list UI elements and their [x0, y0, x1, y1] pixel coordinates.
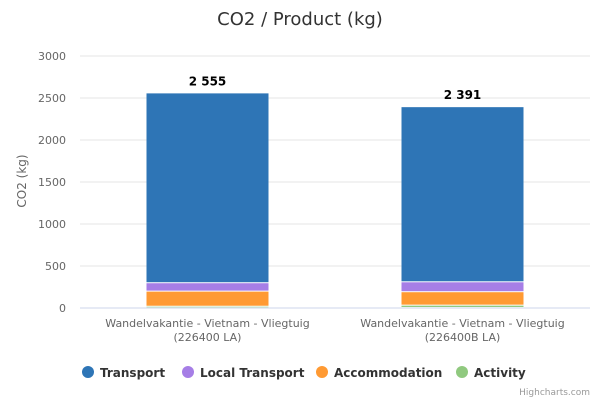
bar-segment-transport — [401, 107, 524, 282]
legend-marker-icon — [316, 366, 328, 378]
x-tick-label: Wandelvakantie - Vietnam - Vliegtuig — [105, 317, 309, 330]
bar-segment-activity — [146, 306, 269, 308]
legend-marker-icon — [82, 366, 94, 378]
y-axis-label: CO2 (kg) — [15, 154, 29, 207]
x-tick-label: (226400 LA) — [174, 331, 242, 344]
bar-segment-local-transport — [401, 282, 524, 292]
x-tick-label: (226400B LA) — [425, 331, 501, 344]
y-tick-label: 2000 — [38, 134, 66, 147]
x-tick-label: Wandelvakantie - Vietnam - Vliegtuig — [360, 317, 564, 330]
legend-item-activity[interactable]: Activity — [456, 366, 526, 380]
y-tick-label: 3000 — [38, 50, 66, 63]
legend-label: Activity — [474, 366, 526, 380]
bar-segment-accommodation — [146, 291, 269, 306]
legend-item-local-transport[interactable]: Local Transport — [182, 366, 305, 380]
legend-label: Local Transport — [200, 366, 305, 380]
chart-title: CO2 / Product (kg) — [217, 9, 383, 30]
y-tick-label: 1500 — [38, 176, 66, 189]
bar-segment-local-transport — [146, 283, 269, 291]
y-tick-label: 0 — [59, 302, 66, 315]
total-label: 2 555 — [189, 74, 227, 88]
y-tick-label: 500 — [45, 260, 66, 273]
legend-marker-icon — [182, 366, 194, 378]
bar-segment-activity — [401, 305, 524, 307]
legend-item-accommodation[interactable]: Accommodation — [316, 366, 442, 380]
legend-label: Accommodation — [334, 366, 442, 380]
y-tick-label: 2500 — [38, 92, 66, 105]
legend-label: Transport — [100, 366, 165, 380]
y-tick-label: 1000 — [38, 218, 66, 231]
total-label: 2 391 — [444, 88, 482, 102]
credits-link[interactable]: Highcharts.com — [519, 388, 590, 398]
bar-segment-transport — [146, 93, 269, 283]
legend-marker-icon — [456, 366, 468, 378]
legend-item-transport[interactable]: Transport — [82, 366, 165, 380]
bar-segment-accommodation — [401, 292, 524, 305]
